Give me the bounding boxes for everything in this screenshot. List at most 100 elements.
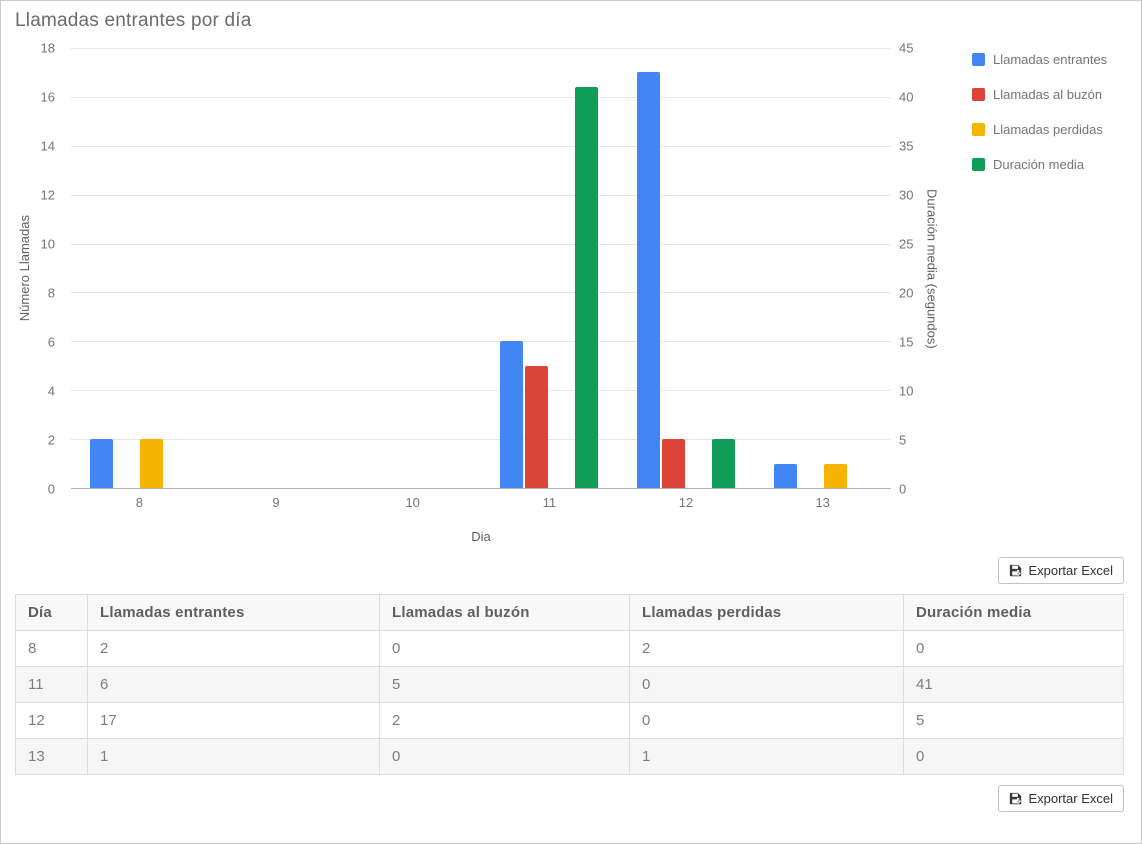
bar-duracion-media-dia-12[interactable]	[712, 439, 736, 488]
category-group-9	[208, 48, 345, 488]
export-row-top: Exportar Excel	[1, 547, 1141, 592]
legend-item-llamadas-al-buzon: Llamadas al buzón	[972, 87, 1107, 102]
bar-llamadas-perdidas-dia-13[interactable]	[823, 463, 847, 488]
export-row-bottom: Exportar Excel	[1, 775, 1141, 820]
legend-label-llamadas-perdidas: Llamadas perdidas	[993, 122, 1103, 137]
bar-llamadas-entrantes-dia-12[interactable]	[637, 72, 661, 488]
right-axis-title-wrap: Duración media (segundos)	[923, 48, 941, 489]
table-cell: 2	[629, 630, 904, 667]
table-cell: 1	[629, 738, 904, 775]
legend-swatch-duracion-media	[972, 158, 985, 171]
left-axis-tick-8: 8	[47, 285, 55, 301]
right-axis-tick-45: 45	[899, 40, 914, 56]
gridline-6	[71, 341, 891, 343]
table-cell: 1	[87, 738, 380, 775]
left-axis-tick-12: 12	[40, 187, 55, 203]
right-axis-tick-15: 15	[899, 334, 914, 350]
legend-swatch-llamadas-perdidas	[972, 123, 985, 136]
x-axis-title: Dia	[471, 529, 491, 544]
table-cell: 2	[87, 630, 380, 667]
plot-area	[71, 48, 891, 489]
right-axis-tick-10: 10	[899, 383, 914, 399]
table-cell: 12	[15, 702, 88, 739]
right-axis-tick-35: 35	[899, 138, 914, 154]
gridline-8	[71, 292, 891, 294]
left-axis-tick-4: 4	[47, 383, 55, 399]
table-cell: 17	[87, 702, 380, 739]
table-cell: 0	[903, 738, 1124, 775]
left-axis-ticks: 0 2 4 6 8 10 12 14 16 18	[1, 41, 63, 497]
category-group-12	[618, 48, 755, 488]
bar-duracion-media-dia-11[interactable]	[575, 87, 599, 488]
bar-llamadas-al-buzon-dia-11[interactable]	[525, 365, 549, 488]
right-axis-tick-20: 20	[899, 285, 914, 301]
bar-llamadas-entrantes-dia-13[interactable]	[773, 463, 797, 488]
table-cell: 6	[87, 666, 380, 703]
chart-legend: Llamadas entrantes Llamadas al buzón Llama…	[972, 52, 1107, 192]
right-axis-tick-30: 30	[899, 187, 914, 203]
legend-swatch-llamadas-al-buzon	[972, 88, 985, 101]
table-cell: 0	[379, 630, 630, 667]
gridline-14	[71, 145, 891, 147]
table-row-dia-12: 12 17 2 0 5	[15, 702, 1124, 739]
right-axis-title: Duración media (segundos)	[924, 188, 940, 349]
left-axis-tick-6: 6	[47, 334, 55, 350]
export-excel-label: Exportar Excel	[1028, 791, 1113, 806]
table-head: Día Llamadas entrantes Llamadas al buzón Ll…	[15, 594, 1124, 631]
x-axis-tick-11: 11	[542, 495, 557, 510]
legend-item-duracion-media: Duración media	[972, 157, 1107, 172]
legend-label-llamadas-entrantes: Llamadas entrantes	[993, 52, 1108, 67]
x-axis-tick-10: 10	[405, 495, 420, 510]
left-axis-tick-18: 18	[40, 40, 55, 56]
table-header-cell-llamadas-perdidas: Llamadas perdidas	[629, 594, 904, 631]
export-excel-button-top[interactable]: Exportar Excel	[998, 557, 1124, 584]
table-header-cell-llamadas-entrantes: Llamadas entrantes	[87, 594, 380, 631]
legend-label-duracion-media: Duración media	[993, 157, 1085, 172]
table-cell: 5	[903, 702, 1124, 739]
gridline-18	[71, 48, 891, 49]
table-row-dia-13: 13 1 0 1 0	[15, 738, 1124, 775]
chart: Número Llamadas 0 2 4 6 8 10 12 14 16 18 0 5 10 15 20…	[1, 32, 1141, 547]
table-header-cell-dia: Día	[15, 594, 88, 631]
export-excel-button-bottom[interactable]: Exportar Excel	[998, 785, 1124, 812]
category-group-8	[71, 48, 208, 488]
export-excel-label: Exportar Excel	[1028, 563, 1113, 578]
save-icon	[1009, 792, 1023, 805]
legend-swatch-llamadas-entrantes	[972, 53, 985, 66]
category-group-11	[481, 48, 618, 488]
x-axis-ticks: 8 9 10 11 12 13	[71, 495, 891, 510]
bar-llamadas-al-buzon-dia-12[interactable]	[662, 439, 686, 488]
table-header-cell-duracion-media: Duración media	[903, 594, 1124, 631]
table-body: 8 2 0 2 0 11 6 5 0 41 12 17 2 0 5 13 1 0 1 0	[15, 630, 1124, 775]
right-axis-tick-0: 0	[899, 481, 907, 497]
bar-llamadas-entrantes-dia-8[interactable]	[90, 439, 114, 488]
x-axis-tick-9: 9	[272, 495, 280, 510]
right-axis-tick-25: 25	[899, 236, 914, 252]
right-axis-tick-40: 40	[899, 89, 914, 105]
bar-llamadas-entrantes-dia-11[interactable]	[500, 341, 524, 488]
table-cell: 0	[629, 702, 904, 739]
bar-llamadas-perdidas-dia-8[interactable]	[140, 439, 164, 488]
table-cell: 0	[629, 666, 904, 703]
table-cell: 5	[379, 666, 630, 703]
x-axis-tick-12: 12	[678, 495, 694, 510]
table-cell: 0	[903, 630, 1124, 667]
table-cell: 8	[15, 630, 88, 667]
right-axis-ticks: 0 5 10 15 20 25 30 35 40 45	[899, 41, 939, 497]
gridline-12	[71, 194, 891, 196]
legend-label-llamadas-al-buzon: Llamadas al buzón	[993, 87, 1103, 102]
category-group-13	[754, 48, 891, 488]
right-axis-tick-5: 5	[899, 432, 907, 448]
left-axis-tick-14: 14	[40, 138, 55, 154]
category-group-10	[344, 48, 481, 488]
gridline-4	[71, 390, 891, 392]
table-cell: 11	[15, 666, 88, 703]
x-axis-tick-13: 13	[815, 495, 830, 510]
table-cell: 2	[379, 702, 630, 739]
save-icon	[1009, 564, 1023, 577]
legend-item-llamadas-perdidas: Llamadas perdidas	[972, 122, 1107, 137]
data-table: Día Llamadas entrantes Llamadas al buzón Ll…	[15, 594, 1124, 775]
table-cell: 41	[903, 666, 1124, 703]
